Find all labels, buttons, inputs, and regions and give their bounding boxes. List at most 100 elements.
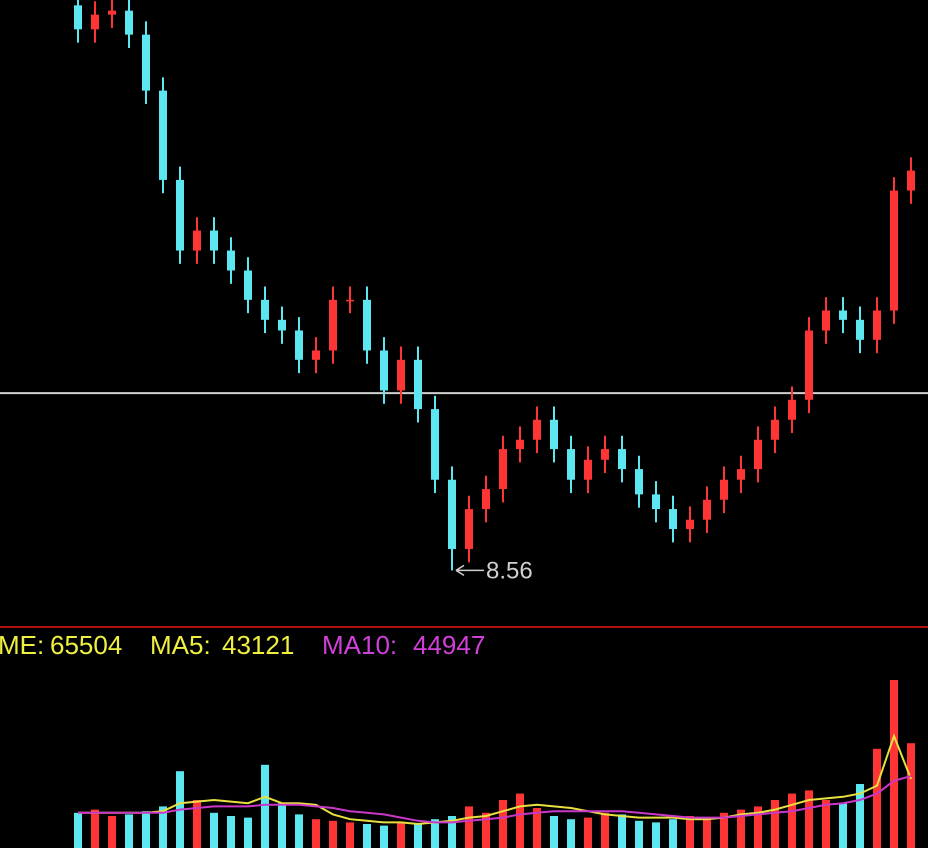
candle-body bbox=[686, 519, 694, 530]
volume-bar bbox=[618, 814, 626, 848]
volume-bar bbox=[601, 812, 609, 848]
volume-bar bbox=[414, 824, 422, 848]
volume-bar bbox=[363, 824, 371, 848]
volume-bar bbox=[227, 816, 235, 848]
candle-body bbox=[295, 330, 303, 360]
volume-bar bbox=[720, 812, 728, 848]
candle-body bbox=[108, 10, 116, 15]
candle-body bbox=[159, 90, 167, 180]
candle-body bbox=[227, 250, 235, 271]
candle-body bbox=[210, 230, 218, 251]
candle-body bbox=[397, 359, 405, 391]
legend-label: MA5: bbox=[150, 630, 211, 660]
candle-body bbox=[516, 439, 524, 450]
volume-bar bbox=[312, 819, 320, 848]
candle-body bbox=[652, 494, 660, 510]
candle-body bbox=[193, 230, 201, 251]
volume-bar bbox=[329, 820, 337, 848]
candle-body bbox=[363, 299, 371, 351]
volume-bar bbox=[295, 814, 303, 848]
candle-body bbox=[754, 439, 762, 470]
candle-body bbox=[771, 419, 779, 440]
volume-bar bbox=[754, 806, 762, 848]
candle-body bbox=[499, 449, 507, 490]
candle-body bbox=[822, 310, 830, 331]
candle-body bbox=[618, 449, 626, 470]
volume-bar bbox=[482, 812, 490, 848]
legend-value: 65504 bbox=[50, 630, 122, 660]
volume-bar bbox=[346, 822, 354, 848]
candle-body bbox=[261, 299, 269, 320]
volume-bar bbox=[788, 793, 796, 848]
candle-body bbox=[176, 179, 184, 251]
volume-bar bbox=[635, 820, 643, 848]
volume-bar bbox=[448, 816, 456, 848]
candle-body bbox=[890, 190, 898, 311]
moving-average-line bbox=[78, 775, 912, 824]
candle-body bbox=[601, 449, 609, 460]
volume-bar bbox=[516, 793, 524, 848]
candle-body bbox=[788, 399, 796, 420]
candle-body bbox=[856, 319, 864, 340]
volume-bar bbox=[839, 803, 847, 848]
volume-bar bbox=[822, 800, 830, 848]
legend-label: ME: bbox=[0, 630, 44, 660]
low-annotation: 8.56 bbox=[486, 558, 533, 585]
candle-body bbox=[329, 299, 337, 351]
moving-average-line bbox=[78, 733, 912, 826]
volume-bar bbox=[686, 816, 694, 848]
candle-body bbox=[346, 299, 354, 302]
candle-body bbox=[550, 419, 558, 450]
candle-body bbox=[414, 359, 422, 410]
volume-bar bbox=[737, 809, 745, 848]
volume-bar bbox=[125, 814, 133, 848]
candle-body bbox=[91, 14, 99, 30]
volume-bar bbox=[380, 825, 388, 848]
candle-body bbox=[465, 509, 473, 550]
volume-bar bbox=[261, 764, 269, 848]
volume-bar bbox=[397, 822, 405, 848]
volume-bar bbox=[584, 817, 592, 848]
candle-body bbox=[907, 170, 915, 191]
candle-body bbox=[584, 459, 592, 480]
volume-bar bbox=[244, 817, 252, 848]
volume-bar bbox=[652, 822, 660, 848]
candle-body bbox=[635, 469, 643, 495]
legend-value: 44947 bbox=[413, 630, 485, 660]
candle-body bbox=[74, 5, 82, 30]
volume-bar bbox=[890, 680, 898, 848]
volume-bar bbox=[108, 816, 116, 848]
candle-body bbox=[533, 419, 541, 440]
volume-bar bbox=[278, 803, 286, 848]
candle-body bbox=[669, 509, 677, 530]
candle-body bbox=[125, 10, 133, 35]
volume-bar bbox=[856, 784, 864, 848]
volume-bar bbox=[567, 819, 575, 848]
candle-body bbox=[312, 350, 320, 360]
volume-bar bbox=[805, 790, 813, 848]
legend-label: MA10: bbox=[322, 630, 397, 660]
volume-bar bbox=[669, 819, 677, 848]
volume-bar bbox=[703, 817, 711, 848]
volume-bar bbox=[210, 812, 218, 848]
volume-bar bbox=[550, 816, 558, 848]
annotation-arrow bbox=[455, 564, 484, 576]
candle-body bbox=[737, 469, 745, 480]
volume-bar bbox=[91, 809, 99, 848]
volume-bar bbox=[771, 800, 779, 848]
candle-body bbox=[805, 330, 813, 400]
legend-value: 43121 bbox=[222, 630, 294, 660]
volume-bar bbox=[193, 800, 201, 848]
volume-bar bbox=[465, 806, 473, 848]
volume-bar bbox=[74, 812, 82, 848]
candle-body bbox=[839, 310, 847, 320]
candle-body bbox=[448, 479, 456, 550]
candle-body bbox=[142, 34, 150, 91]
volume-bar bbox=[499, 800, 507, 848]
candle-body bbox=[244, 270, 252, 300]
candle-body bbox=[278, 319, 286, 331]
volume-bar bbox=[907, 743, 915, 848]
volume-bar bbox=[873, 748, 881, 848]
